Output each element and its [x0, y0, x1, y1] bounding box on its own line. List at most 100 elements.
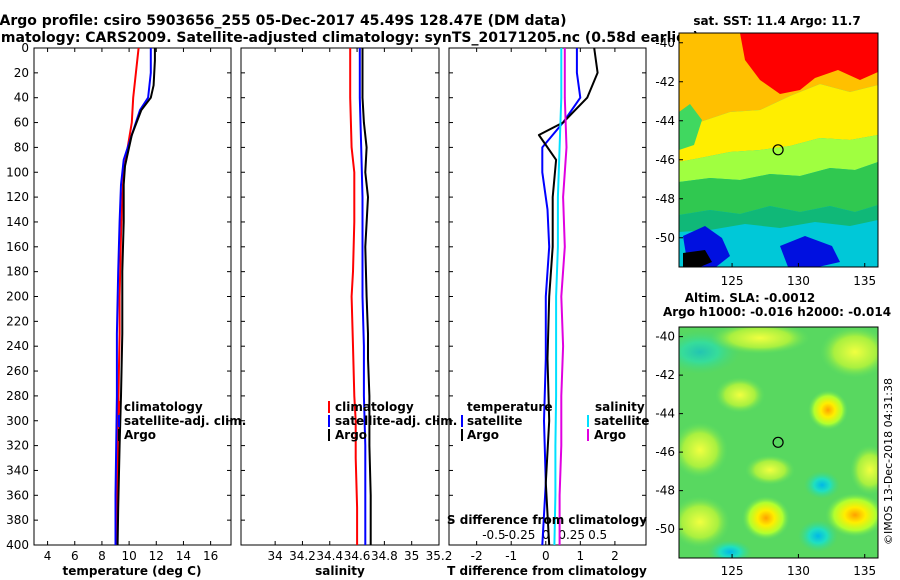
legend-climatology: climatology [124, 400, 203, 414]
map-x-tick-label: 130 [787, 564, 810, 578]
legend-satellite-adj: satellite-adj. clim. [335, 414, 457, 428]
series-line-argo [361, 48, 372, 545]
depth-tick-label: 360 [6, 488, 29, 502]
depth-tick-label: 40 [14, 91, 29, 105]
map-x-tick-label: 125 [721, 274, 744, 288]
series-line-climatology [349, 48, 359, 545]
map-y-tick-label: -48 [655, 192, 675, 206]
series-line-argo [116, 48, 156, 545]
x-tick-label: 12 [149, 549, 164, 563]
argo-location-marker [772, 144, 784, 156]
sla-blob-lightyellow [850, 445, 878, 495]
sla-blob-lightyellow [679, 422, 728, 478]
sst-patch-blue [780, 236, 840, 267]
sst-band-darkgreen [679, 205, 878, 232]
x-tick-label: 34.2 [289, 549, 316, 563]
sla-blob-lightyellow [745, 455, 795, 485]
temperature-series [114, 48, 156, 545]
sst-patch-black [683, 250, 712, 267]
x-tick-label: 35 [404, 549, 419, 563]
x-tick-label: -1 [505, 549, 517, 563]
map-axes: 125 130 135 -40 -42 -44 -46 -48 -50 125 130 135 -40 -… [655, 36, 876, 578]
sst-map-frame [678, 32, 879, 268]
legend-argo: Argo [124, 428, 156, 442]
depth-tick-label: 160 [6, 240, 29, 254]
sla-blob-lightyellow [820, 327, 878, 378]
series-line-s-satellite [553, 48, 563, 545]
map-y-tick-label: -50 [655, 522, 675, 536]
x-tick-label: 16 [203, 549, 218, 563]
sst-map [679, 33, 878, 267]
legend-climatology: climatology [335, 400, 414, 414]
depth-tick-label: 200 [6, 290, 29, 304]
legend-s-argo: Argo [594, 428, 626, 442]
depth-axis: 0 20 40 60 80 100 120 140 160 180 200 220 240 260 280 3… [6, 41, 646, 552]
map-y-tick-label: -40 [655, 36, 675, 50]
legend-s-satellite: satellite [594, 414, 649, 428]
difference-series [537, 48, 599, 545]
sla-map-title: Altim. SLA: -0.0012 [685, 291, 816, 305]
x-tick-label: 10 [121, 549, 136, 563]
map-y-tick-label: -50 [655, 231, 675, 245]
x-tick-label: 1 [577, 549, 585, 563]
x-tick-label: 0 [542, 549, 550, 563]
x-tick-label: -2 [471, 549, 483, 563]
x-tick-label: 8 [98, 549, 106, 563]
s-difference-axis-label: S difference from climatology [447, 513, 647, 527]
x-tick-label: 34.8 [371, 549, 398, 563]
argo-location-marker [772, 436, 784, 448]
sla-blob-cyan [708, 540, 752, 558]
map-x-tick-label: 135 [853, 274, 876, 288]
series-line-climatology [115, 48, 140, 545]
depth-tick-label: 20 [14, 66, 29, 80]
sst-band-green [679, 162, 878, 215]
salinity-legend: climatology satellite-adj. clim. Argo [328, 400, 457, 442]
sst-patch-green [679, 104, 702, 150]
imos-stamp: ©IMOS 13-Dec-2018 04:31:38 [882, 378, 895, 545]
x-axes: 4 6 8 10 12 14 16 34 34.2 34.4 34.6 34.8 35 35.2 -2 -1 0… [44, 48, 619, 563]
salinity-panel [240, 47, 440, 546]
map-y-tick-label: -44 [655, 407, 675, 421]
depth-tick-label: 60 [14, 116, 29, 130]
sla-blob-yellow [808, 390, 848, 430]
difference-legend: temperature satellite Argo salinity sate… [461, 400, 649, 442]
depth-tick-label: 100 [6, 165, 29, 179]
depth-tick-label: 220 [6, 314, 29, 328]
s-tick-label: -0.25 [504, 528, 535, 542]
difference-panel [448, 47, 647, 546]
sla-map [679, 327, 878, 558]
x-tick-label: 34 [267, 549, 282, 563]
depth-tick-label: 180 [6, 265, 29, 279]
sla-blob-lightyellow [679, 496, 730, 548]
x-tick-label: 35.2 [426, 549, 453, 563]
depth-tick-label: 380 [6, 513, 29, 527]
salinity-axis-label: salinity [315, 564, 365, 578]
map-y-tick-label: -42 [655, 368, 675, 382]
x-tick-label: 6 [71, 549, 79, 563]
x-tick-label: 34.4 [316, 549, 343, 563]
depth-tick-label: 240 [6, 339, 29, 353]
sst-band-lightgreen [679, 135, 878, 182]
s-tick-label: 0.5 [588, 528, 607, 542]
depth-tick-label: 340 [6, 463, 29, 477]
depth-tick-label: 260 [6, 364, 29, 378]
depth-tick-label: 140 [6, 215, 29, 229]
series-line-s-argo [558, 48, 568, 545]
map-y-tick-label: -44 [655, 114, 675, 128]
s-tick-label: 0 [542, 528, 550, 542]
depth-tick-label: 120 [6, 190, 29, 204]
map-y-tick-label: -40 [655, 330, 675, 344]
legend-argo: Argo [335, 428, 367, 442]
sst-band-red [740, 33, 878, 94]
map-x-tick-label: 135 [853, 564, 876, 578]
series-line-satellite-adj-clim- [358, 48, 367, 545]
x-tick-label: 34.6 [344, 549, 371, 563]
legend-temperature-title: temperature [467, 400, 552, 414]
legend-t-satellite: satellite [467, 414, 522, 428]
sla-blob-cyan [804, 471, 840, 499]
map-y-tick-label: -42 [655, 75, 675, 89]
depth-tick-label: 320 [6, 439, 29, 453]
map-y-tick-label: -46 [655, 153, 675, 167]
series-line-t-satellite [541, 48, 582, 545]
